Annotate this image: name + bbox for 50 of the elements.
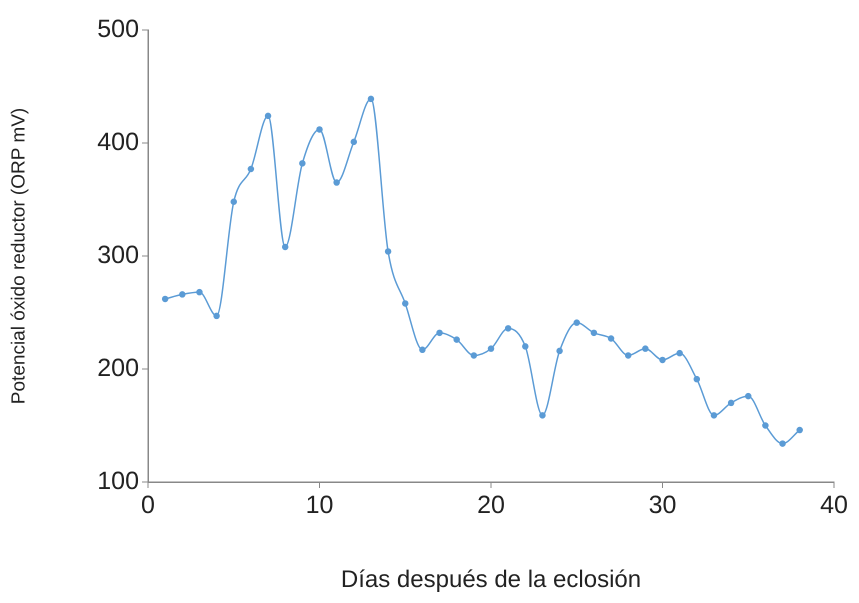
- x-tick-label: 30: [648, 490, 676, 519]
- y-tick-label: 500: [97, 14, 139, 43]
- point: [264, 112, 272, 120]
- point: [745, 392, 752, 400]
- point: [213, 312, 220, 320]
- point: [574, 319, 580, 326]
- point: [230, 198, 237, 206]
- x-axis-title: Días después de la eclosión: [340, 566, 642, 594]
- x-tick-label: 40: [820, 490, 848, 519]
- y-tick-label: 200: [97, 354, 139, 382]
- point: [470, 352, 478, 359]
- point: [624, 352, 632, 359]
- point: [488, 345, 494, 352]
- point: [728, 400, 734, 406]
- point: [179, 291, 186, 298]
- point: [694, 376, 700, 382]
- point: [196, 288, 203, 296]
- point: [368, 96, 374, 102]
- point: [676, 350, 683, 356]
- point: [162, 296, 168, 302]
- point: [590, 330, 598, 336]
- point: [539, 412, 546, 419]
- point: [642, 345, 649, 352]
- point: [248, 166, 254, 172]
- point: [384, 248, 392, 255]
- point: [796, 426, 803, 434]
- point: [436, 330, 443, 336]
- point: [350, 138, 358, 146]
- y-axis-title: Potencial óxido reductor (ORP mV): [8, 108, 30, 404]
- point: [402, 300, 408, 307]
- point: [556, 348, 563, 354]
- point: [282, 244, 288, 250]
- point: [504, 325, 512, 332]
- point: [299, 160, 306, 167]
- point: [316, 126, 323, 133]
- x-tick-label: 20: [477, 490, 505, 519]
- y-tick-label: 300: [97, 240, 139, 269]
- y-tick-label: 100: [97, 466, 139, 495]
- point: [333, 179, 340, 186]
- x-tick-label: 10: [306, 490, 334, 519]
- x-tick-label: 0: [141, 490, 155, 519]
- point: [419, 346, 426, 354]
- point: [710, 412, 718, 419]
- point: [608, 335, 614, 342]
- point: [762, 422, 769, 429]
- y-tick-label: 400: [97, 128, 139, 156]
- point: [522, 343, 529, 350]
- point: [779, 440, 786, 447]
- point: [453, 336, 460, 343]
- point: [659, 356, 666, 364]
